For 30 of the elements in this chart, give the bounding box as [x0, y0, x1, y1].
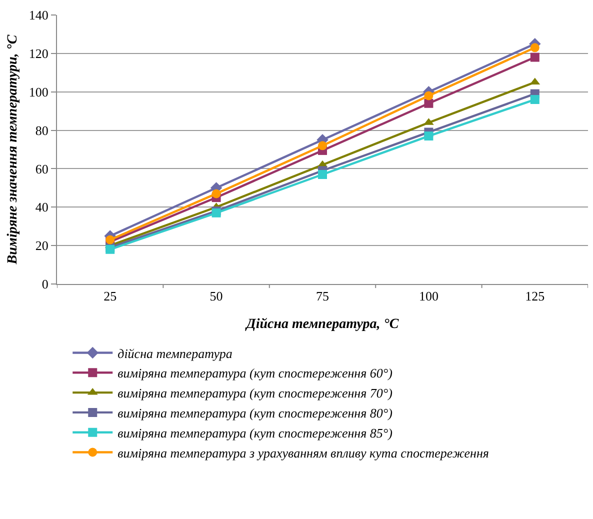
- point: [530, 95, 540, 104]
- point: [530, 52, 540, 62]
- y-tick-label: 80: [35, 122, 48, 138]
- x-tick-label: 25: [104, 288, 117, 304]
- point: [212, 189, 221, 198]
- legend-label: виміряна температура (кут спостереження 80°): [118, 406, 392, 421]
- x-tick-label: 75: [316, 288, 329, 304]
- point: [318, 170, 327, 179]
- point: [424, 91, 434, 100]
- point: [424, 132, 434, 141]
- y-tick-label: 120: [28, 46, 48, 61]
- y-tick-label: 40: [35, 200, 48, 215]
- x-tick-label: 125: [525, 288, 545, 304]
- legend-label: виміряна температура (кут спостереження 60°): [118, 366, 392, 381]
- legend-label: виміряна температура (кут спостереження 85°): [118, 425, 392, 440]
- legend-label: дійсна температура: [118, 346, 233, 361]
- point: [318, 141, 327, 150]
- y-axis-title: Виміряне значення температури, °C: [6, 34, 20, 266]
- legend-label: виміряна температура з урахуванням впливу кута спостереження: [118, 445, 489, 460]
- y-tick-label: 0: [42, 276, 48, 292]
- y-tick-label: 20: [35, 238, 48, 254]
- y-tick-label: 140: [28, 8, 48, 23]
- y-tick-label: 60: [35, 161, 48, 176]
- x-tick-label: 100: [418, 288, 438, 304]
- point: [530, 43, 540, 52]
- y-tick-label: 100: [28, 84, 48, 100]
- x-tick-label: 50: [210, 288, 223, 304]
- x-axis-title: Дійсна температура, °C: [244, 316, 400, 332]
- point: [424, 98, 434, 108]
- legend-label: виміряна температура (кут спостереження 70°): [118, 386, 392, 401]
